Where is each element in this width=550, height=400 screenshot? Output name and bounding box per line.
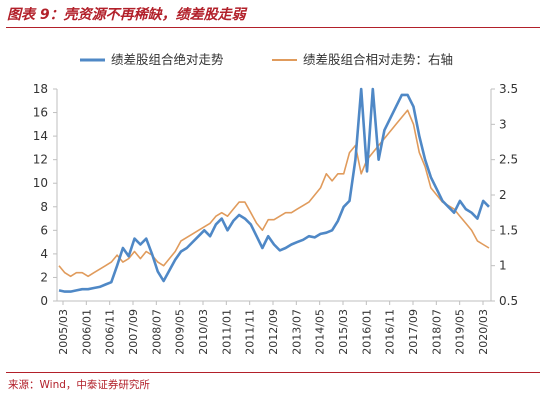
y-right-tick-label: 3 [499, 117, 507, 131]
y-right-tick-label: 3.5 [499, 82, 518, 96]
series-line-absolute [58, 87, 490, 293]
x-tick-label: 2008/07 [150, 309, 163, 355]
y-right-tick-label: 1 [499, 259, 507, 273]
legend-label-absolute: 绩差股组合绝对走势 [111, 52, 224, 67]
x-tick-label: 2013/07 [290, 309, 303, 355]
x-tick-label: 2009/05 [174, 309, 187, 355]
x-tick-label: 2010/03 [197, 309, 210, 355]
y-left-tick-label: 12 [33, 153, 48, 167]
figure-title: 图表 9：壳资源不再稀缺，绩差股走弱 [7, 7, 246, 23]
y-left-tick-label: 0 [40, 294, 48, 308]
source-note: 来源：Wind，中泰证券研究所 [8, 379, 150, 391]
x-tick-label: 2007/09 [127, 309, 140, 355]
x-tick-label: 2014/05 [314, 309, 327, 355]
x-tick-label: 2018/07 [430, 309, 443, 355]
y-right-tick-label: 2.5 [499, 153, 518, 167]
y-right-tick-labels: 0.5 1 1.5 2 2.5 3 3.5 [491, 82, 518, 308]
x-tick-label: 2005/03 [57, 309, 70, 355]
y-left-tick-label: 6 [40, 223, 48, 237]
x-tick-label: 2011/01 [220, 309, 233, 355]
x-tick-label: 2019/05 [454, 309, 467, 355]
series-lines [58, 87, 490, 293]
x-tick-label: 2006/01 [80, 309, 93, 355]
x-tick-label: 2015/03 [337, 309, 350, 355]
x-tick-label: 2012/09 [267, 309, 280, 355]
x-tick-label: 2016/01 [360, 309, 373, 355]
x-tick-label: 2017/09 [407, 309, 420, 355]
legend: 绩差股组合绝对走势 绩差股组合相对走势：右轴 [80, 52, 453, 67]
y-left-tick-label: 14 [33, 129, 48, 143]
x-tick-labels: 2005/03 2006/01 2006/11 2007/09 2008/07 2009/… [57, 301, 490, 355]
series-line-relative [58, 109, 490, 278]
source-divider [6, 372, 540, 373]
y-left-tick-labels: 0 2 4 6 8 10 12 14 16 18 [33, 82, 57, 308]
y-left-tick-label: 18 [33, 82, 48, 96]
y-right-tick-label: 2 [499, 188, 507, 202]
y-right-tick-label: 1.5 [499, 223, 518, 237]
title-divider [6, 27, 540, 28]
legend-label-relative: 绩差股组合相对走势：右轴 [303, 52, 453, 67]
y-right-tick-label: 0.5 [499, 294, 518, 308]
y-left-tick-label: 4 [40, 247, 48, 261]
y-left-tick-label: 2 [40, 270, 48, 284]
axes [56, 89, 492, 302]
x-tick-label: 2006/11 [104, 309, 117, 355]
y-left-tick-label: 8 [40, 200, 48, 214]
x-tick-label: 2011/11 [244, 309, 257, 355]
y-left-tick-label: 16 [33, 106, 48, 120]
x-tick-label: 2020/03 [477, 309, 490, 355]
x-tick-label: 2016/11 [384, 309, 397, 355]
y-left-tick-label: 10 [33, 176, 48, 190]
